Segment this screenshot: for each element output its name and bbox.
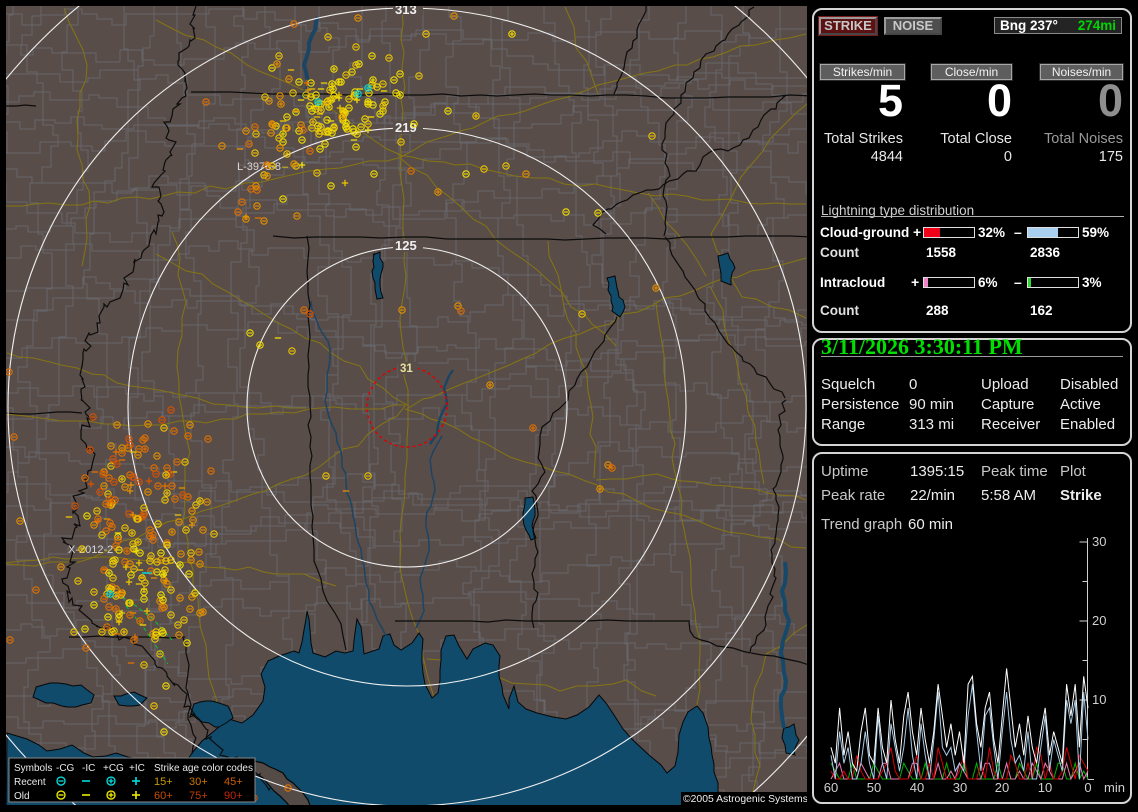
svg-text:Symbols: Symbols xyxy=(14,763,52,774)
svg-text:©2005 Astrogenic Systems: ©2005 Astrogenic Systems xyxy=(683,794,807,805)
svg-text:90+: 90+ xyxy=(224,790,243,802)
svg-text:-IC: -IC xyxy=(82,763,95,774)
svg-text:125: 125 xyxy=(395,238,417,253)
svg-text:Strike age color codes: Strike age color codes xyxy=(154,763,253,774)
svg-text:313: 313 xyxy=(395,6,417,17)
svg-text:Old: Old xyxy=(14,791,30,802)
svg-text:+IC: +IC xyxy=(129,763,145,774)
svg-text:-CG: -CG xyxy=(56,763,75,774)
svg-text:+CG: +CG xyxy=(103,763,124,774)
svg-text:30+: 30+ xyxy=(189,776,208,788)
svg-text:45+: 45+ xyxy=(224,776,243,788)
svg-text:L-3978-8: L-3978-8 xyxy=(237,161,281,173)
svg-text:15+: 15+ xyxy=(154,776,173,788)
svg-text:X-2012-2: X-2012-2 xyxy=(68,544,113,556)
svg-text:–: – xyxy=(282,161,289,173)
svg-text:60+: 60+ xyxy=(154,790,173,802)
svg-text:75+: 75+ xyxy=(189,790,208,802)
svg-text:Recent: Recent xyxy=(14,777,46,788)
svg-text:31: 31 xyxy=(400,363,413,375)
